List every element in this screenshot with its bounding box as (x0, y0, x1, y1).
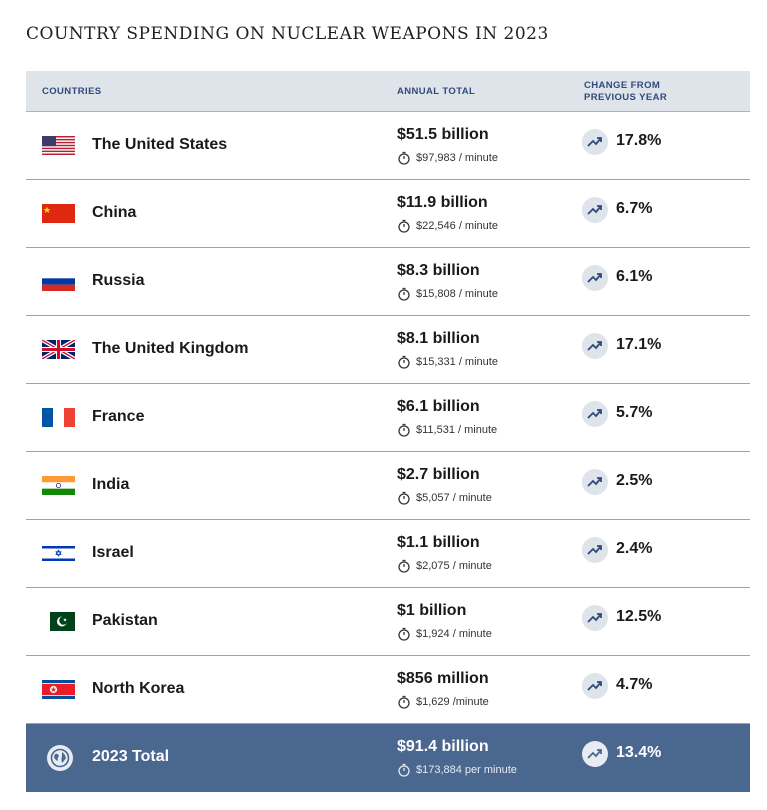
trend-up-icon (582, 537, 608, 563)
russia-flag-icon (42, 272, 75, 291)
per-minute-text: $5,057 / minute (416, 492, 492, 504)
page-title: COUNTRY SPENDING ON NUCLEAR WEAPONS IN 2… (26, 24, 549, 44)
per-minute: $1,924 / minute (397, 627, 492, 641)
pakistan-flag-icon (42, 612, 75, 631)
table-row: Pakistan $1 billion $1,924 / minute 12.5% (26, 588, 750, 656)
us-flag-icon (42, 136, 75, 155)
table-row: Israel $1.1 billion $2,075 / minute 2.4% (26, 520, 750, 588)
per-minute: $1,629 /minute (397, 695, 489, 709)
globe-icon (47, 745, 73, 771)
france-flag-icon (42, 408, 75, 427)
country-name: France (92, 408, 145, 425)
trend-up-icon (582, 605, 608, 631)
header-countries: COUNTRIES (42, 86, 102, 97)
trend-up-icon (582, 469, 608, 495)
change-value: 4.7% (616, 676, 653, 693)
stopwatch-icon (398, 287, 410, 301)
stopwatch-icon (398, 151, 410, 165)
total-row: 2023 Total $91.4 billion $173,884 per mi… (26, 724, 750, 792)
per-minute: $11,531 / minute (397, 423, 497, 437)
country-name: North Korea (92, 680, 185, 697)
table-row: The United Kingdom $8.1 billion $15,331 / … (26, 316, 750, 384)
stopwatch-icon (398, 695, 410, 709)
per-minute-text: $1,924 / minute (416, 628, 492, 640)
change-value: 12.5% (616, 608, 662, 625)
per-minute-text: $1,629 /minute (416, 696, 489, 708)
header-change-line2: PREVIOUS YEAR (584, 92, 668, 103)
trend-up-icon (582, 673, 608, 699)
header-change: CHANGE FROM PREVIOUS YEAR (584, 80, 704, 104)
table-row: North Korea $856 million $1,629 /minute 4.7… (26, 656, 750, 724)
per-minute: $5,057 / minute (397, 491, 492, 505)
stopwatch-icon (398, 355, 410, 369)
per-minute-text: $11,531 / minute (416, 424, 498, 436)
china-flag-icon (42, 204, 75, 223)
country-name: China (92, 204, 137, 221)
per-minute: $15,808 / minute (397, 287, 498, 301)
total-change: 13.4% (616, 744, 662, 761)
per-minute: $97,983 / minute (397, 151, 498, 165)
total-label: 2023 Total (92, 748, 170, 765)
uk-flag-icon (41, 338, 76, 361)
header-annual-total: ANNUAL TOTAL (397, 86, 476, 97)
change-value: 6.1% (616, 268, 653, 285)
trend-up-icon (582, 333, 608, 359)
stopwatch-icon (398, 423, 410, 437)
table-row: The United States $51.5 billion $97,983 / … (26, 112, 750, 180)
change-value: 17.1% (616, 336, 662, 353)
table-row: China $11.9 billion $22,546 / minute 6.7% (26, 180, 750, 248)
annual-amount: $11.9 billion (397, 194, 488, 211)
per-minute: $2,075 / minute (397, 559, 492, 573)
total-per-minute: $173,884 per minute (397, 763, 517, 777)
header-change-line1: CHANGE FROM (584, 80, 661, 91)
annual-amount: $1 billion (397, 602, 467, 619)
country-name: Pakistan (92, 612, 158, 629)
annual-amount: $51.5 billion (397, 126, 489, 143)
spending-table: COUNTRIES ANNUAL TOTAL CHANGE FROM PREVI… (26, 71, 750, 792)
trend-up-icon (582, 401, 608, 427)
india-flag-icon (42, 476, 75, 495)
change-value: 2.4% (616, 540, 653, 557)
stopwatch-icon (398, 559, 410, 573)
change-value: 6.7% (616, 200, 653, 217)
table-header: COUNTRIES ANNUAL TOTAL CHANGE FROM PREVI… (26, 71, 750, 112)
change-value: 2.5% (616, 472, 653, 489)
per-minute: $15,331 / minute (397, 355, 498, 369)
israel-flag-icon (42, 544, 75, 563)
country-name: Russia (92, 272, 145, 289)
annual-amount: $8.1 billion (397, 330, 480, 347)
total-per-minute-text: $173,884 per minute (416, 764, 517, 776)
trend-up-icon (582, 197, 608, 223)
trend-up-icon (582, 129, 608, 155)
stopwatch-icon (398, 219, 410, 233)
per-minute: $22,546 / minute (397, 219, 498, 233)
stopwatch-icon (398, 491, 410, 505)
change-value: 5.7% (616, 404, 653, 421)
country-name: Israel (92, 544, 134, 561)
change-value: 17.8% (616, 132, 662, 149)
annual-amount: $856 million (397, 670, 489, 687)
trend-up-icon (582, 265, 608, 291)
country-name: The United States (92, 136, 228, 153)
stopwatch-icon (398, 763, 410, 777)
annual-amount: $6.1 billion (397, 398, 480, 415)
per-minute-text: $97,983 / minute (416, 152, 498, 164)
trend-up-icon (582, 741, 608, 767)
per-minute-text: $15,331 / minute (416, 356, 498, 368)
country-name: The United Kingdom (92, 340, 249, 357)
annual-amount: $2.7 billion (397, 466, 480, 483)
per-minute-text: $22,546 / minute (416, 220, 498, 232)
table-row: France $6.1 billion $11,531 / minute 5.7% (26, 384, 750, 452)
per-minute-text: $15,808 / minute (416, 288, 498, 300)
country-name: India (92, 476, 130, 493)
total-amount: $91.4 billion (397, 738, 489, 755)
annual-amount: $8.3 billion (397, 262, 480, 279)
table-row: Russia $8.3 billion $15,808 / minute 6.1% (26, 248, 750, 316)
table-row: India $2.7 billion $5,057 / minute 2.5% (26, 452, 750, 520)
north-korea-flag-icon (42, 680, 75, 699)
stopwatch-icon (398, 627, 410, 641)
annual-amount: $1.1 billion (397, 534, 480, 551)
per-minute-text: $2,075 / minute (416, 560, 492, 572)
